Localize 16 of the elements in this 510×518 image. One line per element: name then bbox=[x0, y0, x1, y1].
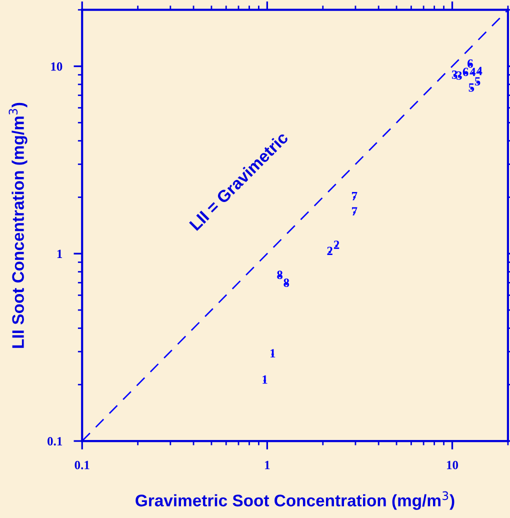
series-label: 8 bbox=[284, 278, 290, 287]
y-tick-label: 1 bbox=[57, 250, 62, 258]
series-label: 3 bbox=[452, 70, 458, 79]
y-tick-label: 10 bbox=[51, 62, 62, 71]
text: 8 bbox=[277, 270, 283, 280]
y-axis-title: LII Soot Concentration (mg/m$^{3}$) bbox=[8, 102, 28, 348]
x-tick-label: 0.1 bbox=[74, 460, 90, 470]
series-label: 6 bbox=[462, 68, 468, 76]
y-tick-label: 0.1 bbox=[48, 437, 62, 446]
text: 3 bbox=[456, 71, 462, 80]
x-axis-title: Gravimetric Soot Concentration (mg/m$^{3}$) bbox=[136, 491, 454, 510]
x-tick-label: 1 bbox=[265, 460, 270, 470]
text: 5 bbox=[468, 83, 474, 92]
text: 6 bbox=[467, 59, 473, 68]
x-tick-label: 10 bbox=[447, 460, 458, 470]
series-label: 5 bbox=[474, 77, 480, 86]
